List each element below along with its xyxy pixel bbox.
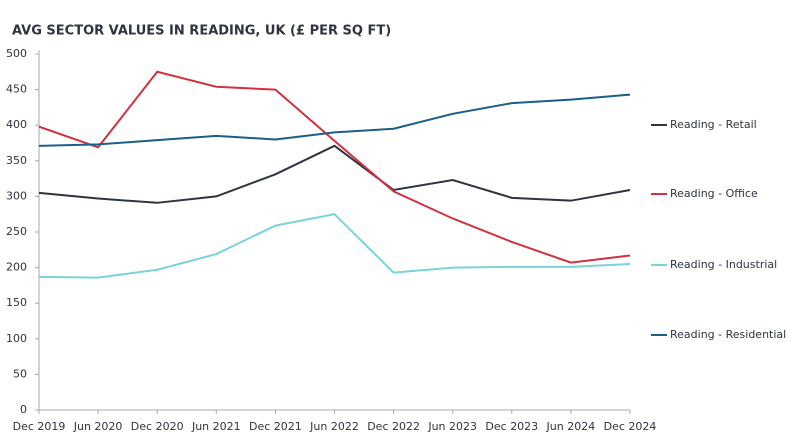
chart-title: AVG SECTOR VALUES IN READING, UK (£ PER … <box>12 24 391 39</box>
y-tick-label: 100 <box>6 332 27 345</box>
y-tick-label: 450 <box>6 83 27 96</box>
x-tick-label: Jun 2024 <box>546 420 596 433</box>
x-tick-label: Jun 2021 <box>191 420 241 433</box>
y-tick-label: 500 <box>6 47 27 60</box>
y-tick-label: 50 <box>13 367 27 380</box>
x-tick-label: Jun 2020 <box>73 420 123 433</box>
x-tick-label: Dec 2019 <box>13 420 66 433</box>
y-tick-label: 150 <box>6 296 27 309</box>
series-line <box>38 93 631 147</box>
y-tick-label: 300 <box>6 189 27 202</box>
x-tick-label: Dec 2020 <box>131 420 184 433</box>
y-tick-label: 250 <box>6 225 27 238</box>
y-tick-label: 0 <box>20 403 27 416</box>
x-tick-label: Jun 2022 <box>309 420 359 433</box>
x-tick-label: Jun 2023 <box>427 420 477 433</box>
series-line <box>38 213 631 279</box>
series-line <box>38 144 631 204</box>
x-tick-label: Dec 2023 <box>485 420 538 433</box>
x-tick-label: Dec 2022 <box>367 420 420 433</box>
x-tick-label: Dec 2021 <box>249 420 302 433</box>
y-tick-label: 200 <box>6 261 27 274</box>
legend-label: Reading - Industrial <box>670 258 777 271</box>
legend-label: Reading - Office <box>670 187 758 200</box>
legend-label: Reading - Retail <box>670 118 757 131</box>
y-tick-label: 400 <box>6 118 27 131</box>
x-tick-label: Dec 2024 <box>604 420 657 433</box>
series-line <box>38 70 631 264</box>
legend-label: Reading - Residential <box>670 328 786 341</box>
y-tick-label: 350 <box>6 154 27 167</box>
